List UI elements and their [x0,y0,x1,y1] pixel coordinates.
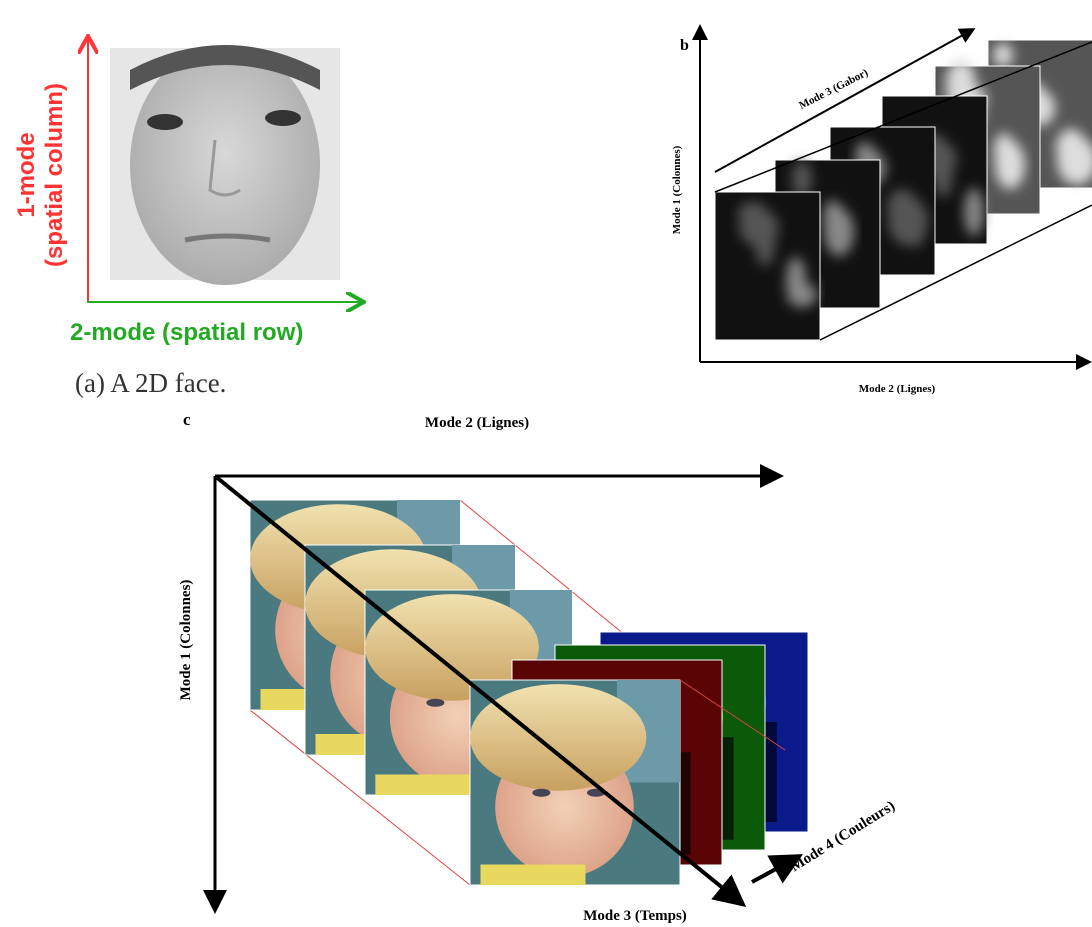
x-axis-label: 2-mode (spatial row) [70,319,303,346]
axis-arrow [714,28,976,173]
panel-b: b Mode 3 (Gabor) Mode 1 (Colonnes) Mode … [671,24,1092,395]
photo [469,679,681,886]
eye [532,788,551,797]
blob [993,43,1013,67]
mode-label: Mode 2 (Lignes) [425,415,529,431]
mouth [184,233,271,243]
mode-label: Mode 1 (Colonnes) [178,580,194,701]
eye [265,110,301,126]
blob [738,202,768,226]
y-axis-label: (spatial column) [41,83,68,267]
blob [994,133,1014,169]
face [130,45,320,285]
tile-blobs [738,202,817,307]
blob [1056,129,1086,165]
nose [208,139,241,197]
mode-label: Mode 1 (Colonnes) [671,145,683,234]
blob [792,161,812,197]
caption: (a) A 2D face. [75,368,226,398]
eye [147,114,183,130]
edge-line [714,41,1092,193]
hair [130,45,320,90]
edge-line [679,679,786,751]
blob [786,257,806,305]
gabor-tile [714,191,821,341]
mode-label: Mode 3 (Temps) [583,908,687,924]
panel-c: c Mode 2 (Lignes) Mode 1 (Colonnes) Mode… [178,410,898,924]
blob [887,189,917,225]
blob [823,200,843,236]
mode-label: Mode 3 (Gabor) [797,67,870,112]
edge-line [249,709,471,886]
panel-label: c [183,410,191,429]
axis-arrow [751,854,804,884]
axis-arrow [213,474,747,908]
edge-line [819,204,1092,341]
y-axis-label: 1-mode [13,132,40,217]
shirt [480,864,586,885]
panel-a: 1-mode (spatial column) 2-mode (spatial … [13,38,362,398]
panel-label: b [680,37,689,54]
hair [470,684,647,791]
shirt [375,774,479,795]
mode-label: Mode 2 (Lignes) [859,383,936,395]
hair [365,594,539,701]
blob [964,188,984,236]
eye [426,698,445,707]
